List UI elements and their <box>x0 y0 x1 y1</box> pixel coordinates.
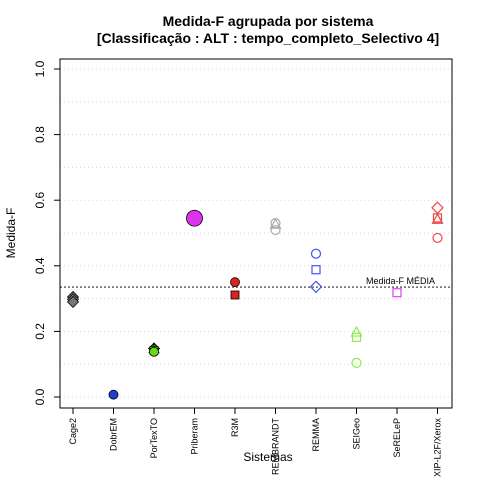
y-tick-label: 0.2 <box>33 323 47 340</box>
x-tick-label: Priberam <box>190 418 200 455</box>
data-point <box>431 201 444 215</box>
data-point <box>230 290 240 300</box>
data-point <box>270 224 281 236</box>
y-axis-label: Medida-F <box>4 208 18 259</box>
data-point <box>350 325 363 337</box>
data-point <box>310 248 322 259</box>
x-axis-label: Sistemas <box>243 450 292 464</box>
x-tick-label: PorTexTO <box>149 418 159 458</box>
reference-line-group: Medida-F MÉDIA <box>60 276 452 288</box>
x-axis: Cage2 DobrEM PorTexTO Priberam R3M REMBRANDT R… <box>68 408 443 477</box>
y-tick-label: 0.4 <box>33 257 47 274</box>
data-point <box>432 232 443 244</box>
grid <box>60 68 452 398</box>
data-point <box>311 265 321 275</box>
data-point <box>392 288 402 298</box>
data-point <box>108 389 119 400</box>
data-point <box>66 295 80 308</box>
data-point <box>431 212 444 224</box>
x-tick-label: R3M <box>230 418 240 437</box>
data-point <box>269 217 282 229</box>
y-tick-label: 0.8 <box>33 126 47 143</box>
y-axis: 0.0 0.2 0.4 0.6 0.8 1.0 <box>33 60 60 405</box>
data-point <box>230 277 240 288</box>
x-tick-label: SeRELeP <box>392 418 402 458</box>
y-tick-label: 1.0 <box>33 60 47 77</box>
data-point <box>351 357 362 368</box>
y-tick-label: 0.0 <box>33 388 47 405</box>
data-point <box>351 332 362 342</box>
x-tick-label: REMMA <box>311 418 321 452</box>
y-tick-label: 0.6 <box>33 192 47 209</box>
data-point <box>149 346 159 357</box>
chart-subtitle: [Classificação : ALT : tempo_completo_Se… <box>97 30 439 46</box>
x-tick-label: SEIGeo <box>352 418 362 450</box>
data-point <box>186 209 203 227</box>
chart-title: Medida-F agrupada por sistema <box>163 13 374 29</box>
data-points <box>66 201 444 400</box>
data-point <box>309 280 323 294</box>
plot-frame <box>59 58 453 409</box>
x-tick-label: REMBRANDT <box>271 418 281 476</box>
x-tick-label: Cage2 <box>68 418 78 445</box>
x-tick-label: XIP-L2F/Xerox <box>433 418 443 478</box>
reference-line-label: Medida-F MÉDIA <box>366 276 435 286</box>
x-tick-label: DobrEM <box>109 418 119 451</box>
